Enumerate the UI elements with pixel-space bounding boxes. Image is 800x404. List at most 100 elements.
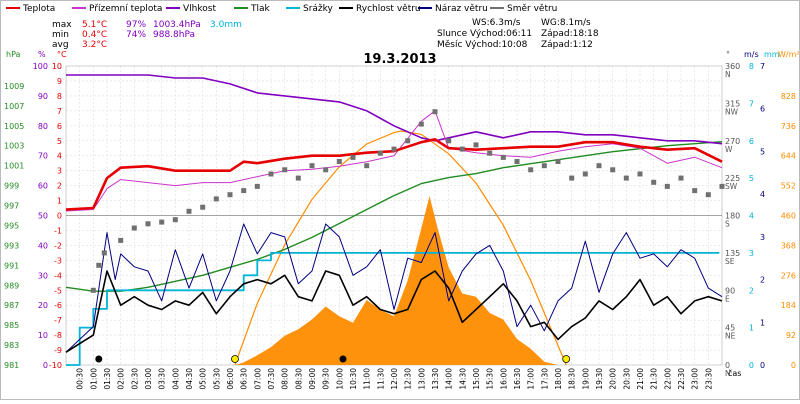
- wind-direction-point: [96, 262, 102, 268]
- humidity-tick-label: 10: [38, 331, 48, 340]
- direction-tick-label: 180: [725, 212, 740, 221]
- temp-tick-label: 3: [57, 167, 62, 176]
- x-tick-label: 22:30: [677, 368, 686, 390]
- temp-tick-label: 1: [57, 197, 62, 206]
- radiation-tick-label: 276: [781, 271, 796, 280]
- unit-hpa: hPa: [6, 50, 21, 59]
- wind-direction-point: [350, 154, 356, 160]
- radiation-tick-label: 0: [791, 361, 796, 370]
- wind-direction-point: [145, 221, 151, 227]
- radiation-tick-label: 736: [781, 122, 796, 131]
- x-tick-label: 19:30: [595, 368, 604, 390]
- temp-tick-label: -10: [49, 361, 62, 370]
- x-tick-label: 11:30: [376, 368, 385, 390]
- pressure-tick-label: 981: [4, 361, 19, 370]
- x-tick-label: 05:00: [199, 368, 208, 390]
- wind-tick-label: 2: [760, 276, 765, 285]
- wind-tick-label: 0: [760, 361, 765, 370]
- wind-direction-point: [459, 146, 465, 152]
- temp-tick-label: 9: [57, 77, 62, 86]
- x-tick-label: 11:00: [363, 368, 372, 390]
- wind-direction-point: [186, 208, 192, 214]
- temp-tick-label: -2: [54, 241, 62, 250]
- stat-max-temp: 5.1°C: [82, 20, 107, 30]
- humidity-tick-label: 100: [33, 62, 48, 71]
- pressure-tick-label: 999: [4, 182, 19, 191]
- info-panel: WS:6.3m/s WG:8.1m/s Slunce Východ:06:11 …: [437, 18, 599, 50]
- pressure-tick-label: 1003: [4, 142, 24, 151]
- x-tick-label: 10:30: [349, 368, 358, 390]
- x-tick-label: 08:30: [294, 368, 303, 390]
- x-tick-label: 21:00: [636, 368, 645, 390]
- radiation-area: [235, 196, 558, 365]
- legend-label: Směr větru: [507, 4, 557, 14]
- direction-tick-label-compass: S: [725, 220, 730, 229]
- direction-tick-label-compass: NW: [725, 107, 739, 116]
- pressure-tick-label: 991: [4, 261, 19, 270]
- temp-tick-label: 8: [57, 92, 62, 101]
- chart-title: 19.3.2013: [363, 52, 436, 67]
- direction-tick-label: 135: [725, 249, 740, 258]
- wind-direction-point: [336, 159, 342, 164]
- unit-mm: mm: [764, 50, 780, 59]
- x-tick-label: 06:00: [226, 368, 235, 390]
- wind-direction-point: [692, 188, 698, 194]
- humidity-line: [66, 74, 723, 145]
- wind-direction-point: [90, 287, 96, 293]
- x-tick-label: 07:00: [253, 368, 262, 390]
- unit-pct: %: [38, 50, 46, 59]
- x-tick-label: 08:00: [281, 368, 290, 390]
- legend-label: Náraz větru: [435, 4, 488, 14]
- wind-direction-point: [405, 138, 411, 144]
- wind-direction-point: [118, 237, 124, 243]
- x-tick-label: 02:30: [130, 368, 139, 390]
- info-moon-rise: Měsíc Východ:10:08: [437, 40, 528, 50]
- legend-label: Srážky: [303, 4, 334, 14]
- x-tick-label: 14:00: [445, 368, 454, 390]
- humidity-tick-label: 70: [38, 152, 48, 161]
- sun-marker: [231, 355, 239, 363]
- stat-min-press: 988.8hPa: [153, 30, 195, 40]
- direction-tick-label: 270: [725, 137, 740, 146]
- wind-direction-point: [500, 154, 506, 160]
- stat-max-press: 1003.4hPa: [153, 20, 201, 30]
- radiation-tick-label: 184: [781, 301, 796, 310]
- legend-label: Tlak: [250, 4, 271, 14]
- legend: Teplota Přízemní teplota Vlhkost Tlak Srážky…: [6, 4, 557, 14]
- pressure-tick-label: 985: [4, 321, 19, 330]
- wind-direction-point: [623, 175, 629, 181]
- stat-max-label: max: [52, 20, 72, 30]
- stats-panel: max 5.1°C 97% 1003.4hPa 3.0mm min 0.4°C …: [52, 20, 242, 50]
- wind-direction-point: [541, 163, 547, 169]
- pressure-tick-label: 989: [4, 281, 19, 290]
- moon-marker: [339, 355, 347, 363]
- wind-direction-point: [309, 163, 315, 169]
- info-sun-rise: Slunce Východ:06:11: [437, 29, 532, 39]
- wind-direction-point: [268, 171, 274, 177]
- rain-line: [66, 252, 720, 366]
- pressure-tick-label: 1009: [4, 82, 24, 91]
- x-tick-label: 04:00: [171, 368, 180, 390]
- legend-label: Teplota: [22, 4, 55, 14]
- x-tick-label: 03:30: [158, 368, 167, 390]
- wind-gust-line: [65, 223, 723, 353]
- moon-marker: [95, 355, 103, 363]
- x-tick-label: 18:00: [554, 368, 563, 390]
- pressure-tick-label: 997: [4, 202, 19, 211]
- stat-avg-temp: 3.2°C: [82, 40, 107, 50]
- humidity-tick-label: 90: [38, 92, 48, 101]
- wind-direction-point: [200, 204, 206, 210]
- info-wg: WG:8.1m/s: [541, 18, 591, 28]
- unit-ms: m/s: [744, 50, 759, 59]
- pressure-tick-label: 983: [4, 341, 19, 350]
- wind-direction-point: [364, 163, 370, 169]
- legend-label: Rychlost větru: [356, 4, 421, 14]
- wind-direction-point: [295, 175, 301, 181]
- wind-direction-point: [719, 183, 725, 189]
- direction-tick-label-compass: N: [725, 70, 731, 79]
- wind-direction-point: [637, 171, 643, 177]
- pressure-tick-label: 995: [4, 221, 19, 230]
- x-tick-label: 23:30: [704, 368, 713, 390]
